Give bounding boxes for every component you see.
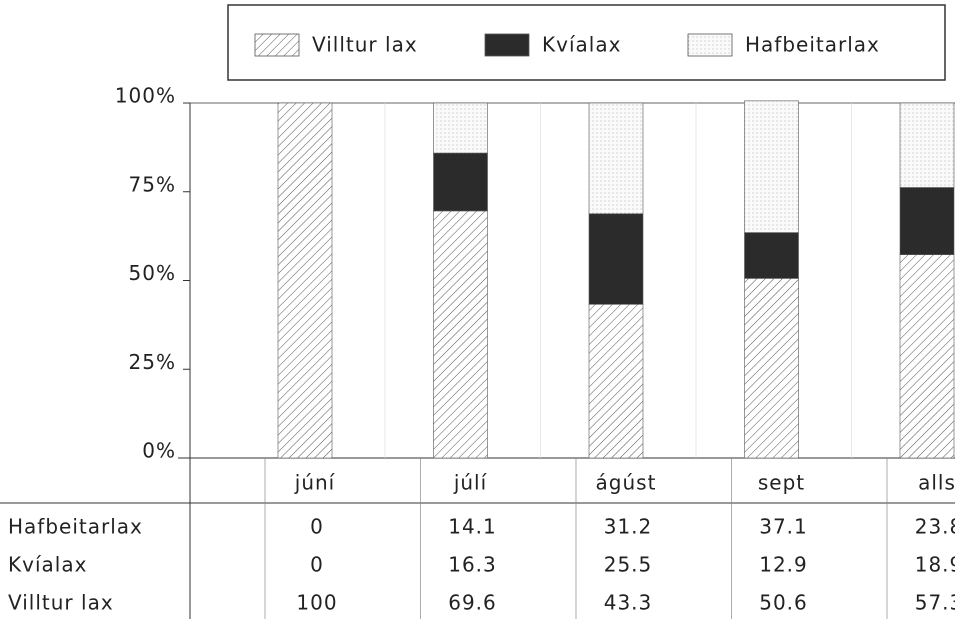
legend-swatch [687,33,733,57]
bar-segment [433,102,488,154]
bar-segment [588,102,644,215]
bar-segment [433,210,488,459]
table-cell: 31.2 [604,515,653,539]
table-cell: 100 [296,591,337,615]
table-cell: 23.8 [915,515,955,539]
bar-segment [588,213,644,305]
bar-segment [899,102,955,188]
y-tick-label: 50% [129,261,176,285]
legend-swatch [484,33,530,57]
bar-segment [899,187,955,255]
bar-segment [588,303,644,459]
table-cell: 37.1 [759,515,808,539]
bar-segment [899,254,955,459]
bar-segment [744,100,799,233]
y-tick-label: 75% [129,172,176,196]
bar-segment [277,102,333,459]
table-row-label: Kvíalax [8,553,87,577]
x-tick-label: júní [294,471,336,495]
table-cell: 16.3 [448,553,497,577]
legend-swatch [254,33,300,57]
x-tick-label: sept [758,471,805,495]
y-tick-label: 25% [129,350,176,374]
bar-segment [433,152,488,212]
table-cell: 43.3 [604,591,653,615]
table-cell: 50.6 [759,591,808,615]
legend-label: Kvíalax [542,33,621,57]
table-cell: 12.9 [759,553,808,577]
table-row-label: Villtur lax [8,591,114,615]
table-cell: 57.3 [915,591,955,615]
legend-label: Villtur lax [312,33,418,57]
y-tick-label: 100% [115,84,176,108]
table-cell: 0 [310,515,324,539]
y-tick-label: 0% [142,439,176,463]
table-cell: 14.1 [448,515,497,539]
x-tick-label: ágúst [596,471,657,495]
bar-segment [744,232,799,279]
table-cell: 69.6 [448,591,497,615]
legend-label: Hafbeitarlax [745,33,880,57]
table-cell: 18.9 [915,553,955,577]
bar-segment [744,278,799,459]
x-tick-label: júlí [453,471,488,495]
table-cell: 25.5 [604,553,653,577]
legend-box [227,4,946,81]
table-row-label: Hafbeitarlax [8,515,143,539]
table-cell: 0 [310,553,324,577]
x-tick-label: alls [918,471,955,495]
